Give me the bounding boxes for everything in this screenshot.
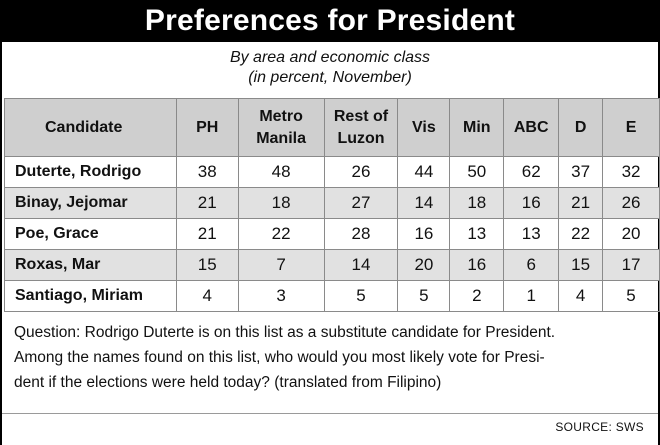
value-cell: 48 <box>237 156 325 188</box>
value-cell: 18 <box>449 187 505 219</box>
value-cell: 5 <box>602 280 660 312</box>
column-header-metro-manila-line-2: Manila <box>256 129 306 147</box>
column-header-abc: ABC <box>503 98 560 157</box>
value-cell: 20 <box>397 249 451 281</box>
column-header-rest-of-luzon-line-1: Rest of <box>333 107 389 125</box>
value-cell: 16 <box>397 218 451 250</box>
header-row: Candidate PH Metro Manila Rest of Luzon … <box>4 98 660 157</box>
table-row: Binay, Jejomar 21 18 27 14 18 16 21 26 <box>4 187 660 219</box>
value-cell: 13 <box>503 218 560 250</box>
value-cell: 13 <box>449 218 505 250</box>
survey-question: Question: Rodrigo Duterte is on this lis… <box>14 320 654 395</box>
value-cell: 22 <box>237 218 325 250</box>
value-cell: 5 <box>323 280 399 312</box>
value-cell: 38 <box>175 156 239 188</box>
value-cell: 62 <box>503 156 560 188</box>
value-cell: 7 <box>237 249 325 281</box>
column-header-min: Min <box>449 98 505 157</box>
candidate-name: Santiago, Miriam <box>4 280 177 312</box>
column-header-rest-of-luzon: Rest of Luzon <box>323 98 399 157</box>
value-cell: 2 <box>449 280 505 312</box>
candidate-name: Binay, Jejomar <box>4 187 177 219</box>
value-cell: 26 <box>323 156 399 188</box>
source-credit: SOURCE: SWS <box>555 420 644 434</box>
candidate-name: Duterte, Rodrigo <box>4 156 177 188</box>
value-cell: 3 <box>237 280 325 312</box>
table-row: Duterte, Rodrigo 38 48 26 44 50 62 37 32 <box>4 156 660 188</box>
subtitle-line-1: By area and economic class <box>229 49 431 66</box>
value-cell: 6 <box>503 249 560 281</box>
results-table: Candidate PH Metro Manila Rest of Luzon … <box>4 98 660 312</box>
value-cell: 32 <box>602 156 660 188</box>
value-cell: 18 <box>237 187 325 219</box>
value-cell: 15 <box>175 249 239 281</box>
column-header-metro-manila-line-1: Metro <box>259 107 303 125</box>
table-row: Santiago, Miriam 4 3 5 5 2 1 4 5 <box>4 280 660 312</box>
page-title: Preferences for President <box>2 0 658 42</box>
value-cell: 5 <box>397 280 451 312</box>
column-header-d: D <box>558 98 604 157</box>
value-cell: 26 <box>602 187 660 219</box>
column-header-ph: PH <box>175 98 239 157</box>
value-cell: 4 <box>175 280 239 312</box>
column-header-vis: Vis <box>397 98 451 157</box>
value-cell: 37 <box>558 156 604 188</box>
value-cell: 44 <box>397 156 451 188</box>
candidate-name: Roxas, Mar <box>4 249 177 281</box>
column-header-metro-manila: Metro Manila <box>237 98 325 157</box>
survey-question-line-3: dent if the elections were held today? (… <box>14 374 442 391</box>
value-cell: 21 <box>175 187 239 219</box>
value-cell: 14 <box>397 187 451 219</box>
value-cell: 15 <box>558 249 604 281</box>
value-cell: 14 <box>323 249 399 281</box>
value-cell: 4 <box>558 280 604 312</box>
value-cell: 16 <box>449 249 505 281</box>
value-cell: 1 <box>503 280 560 312</box>
value-cell: 27 <box>323 187 399 219</box>
divider <box>2 413 658 414</box>
survey-question-line-1: Question: Rodrigo Duterte is on this lis… <box>14 324 556 341</box>
value-cell: 21 <box>558 187 604 219</box>
survey-question-line-2: Among the names found on this list, who … <box>14 349 545 366</box>
value-cell: 16 <box>503 187 560 219</box>
candidate-name: Poe, Grace <box>4 218 177 250</box>
value-cell: 17 <box>602 249 660 281</box>
subtitle: By area and economic class (in percent, … <box>2 48 658 88</box>
table-row: Poe, Grace 21 22 28 16 13 13 22 20 <box>4 218 660 250</box>
value-cell: 28 <box>323 218 399 250</box>
column-header-candidate: Candidate <box>4 98 177 157</box>
subtitle-line-2: (in percent, November) <box>248 69 412 86</box>
value-cell: 22 <box>558 218 604 250</box>
column-header-e: E <box>602 98 660 157</box>
value-cell: 20 <box>602 218 660 250</box>
column-header-rest-of-luzon-line-2: Luzon <box>337 129 385 147</box>
value-cell: 50 <box>449 156 505 188</box>
table-row: Roxas, Mar 15 7 14 20 16 6 15 17 <box>4 249 660 281</box>
value-cell: 21 <box>175 218 239 250</box>
